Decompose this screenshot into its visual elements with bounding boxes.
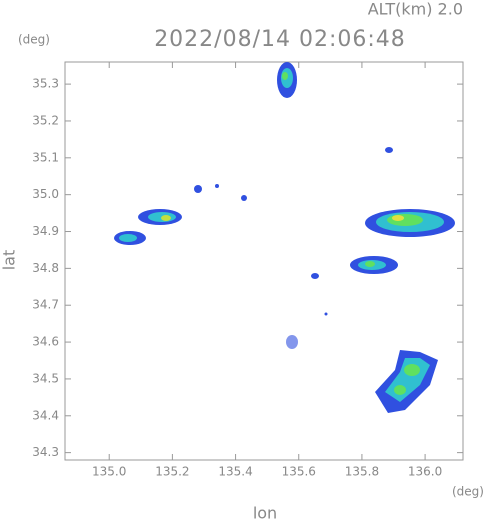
y-tick-label: 34.7: [32, 298, 59, 312]
x-tick-label: 135.0: [92, 465, 126, 479]
y-tick-label: 34.9: [32, 224, 59, 238]
y-tick-label: 35.1: [32, 150, 59, 164]
y-tick-label: 35.3: [32, 77, 59, 91]
x-tick-label: 135.6: [282, 465, 316, 479]
x-tick-label: 135.2: [155, 465, 189, 479]
y-tick-label: 34.8: [32, 261, 59, 275]
y-tick-label: 35.2: [32, 113, 59, 127]
y-axis-label: lat: [0, 250, 19, 271]
x-axis-label: lon: [253, 504, 277, 521]
y-tick-label: 35.0: [32, 187, 59, 201]
x-tick-label: 136.0: [408, 465, 442, 479]
radar-echoes: [114, 62, 455, 413]
plot-frame: [64, 61, 464, 461]
x-unit: (deg): [452, 485, 484, 499]
x-tick-label: 135.8: [345, 465, 379, 479]
y-tick-label: 34.6: [32, 335, 59, 349]
x-tick-label: 135.4: [218, 465, 252, 479]
y-tick-label: 34.3: [32, 445, 59, 459]
chart-title: 2022/08/14 02:06:48: [154, 27, 406, 52]
subtitle: ALT(km) 2.0: [368, 0, 463, 19]
y-tick-label: 34.4: [32, 408, 59, 422]
y-unit: (deg): [18, 33, 50, 47]
y-tick-label: 34.5: [32, 371, 59, 385]
